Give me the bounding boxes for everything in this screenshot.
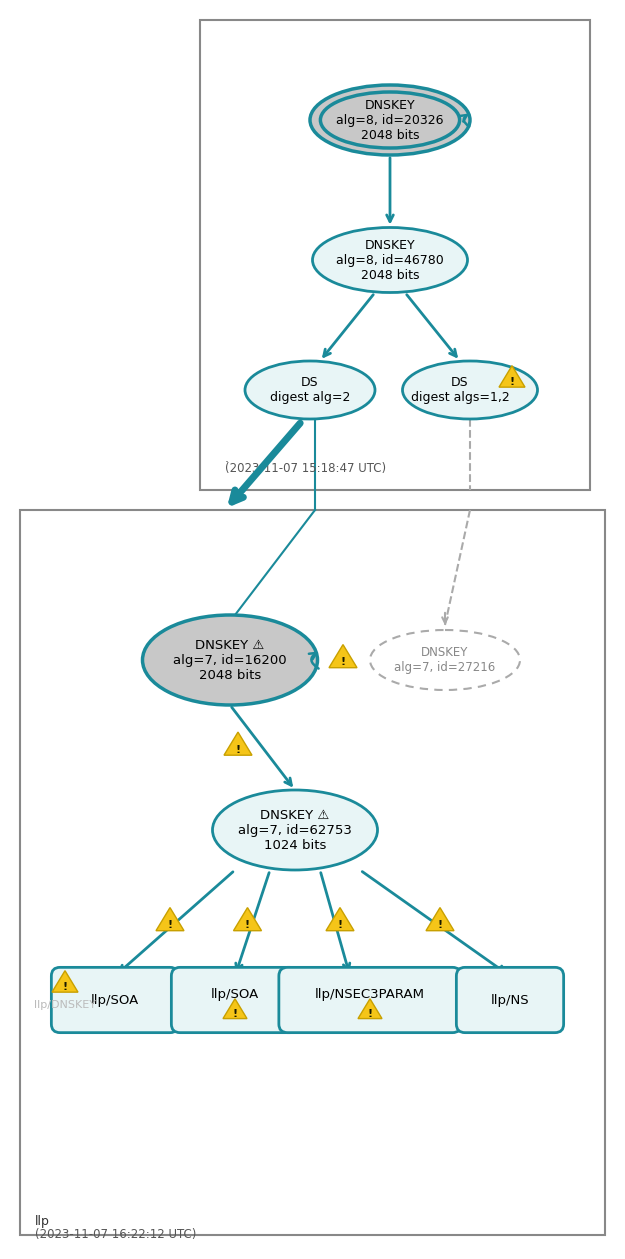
- Ellipse shape: [312, 228, 468, 292]
- Polygon shape: [224, 731, 252, 755]
- Text: llp/DNSKEY: llp/DNSKEY: [34, 1000, 96, 1010]
- Text: DS
digest algs=1,2: DS digest algs=1,2: [411, 376, 509, 404]
- Text: (2023-11-07 16:22:12 UTC): (2023-11-07 16:22:12 UTC): [35, 1228, 196, 1241]
- Text: !: !: [236, 745, 241, 755]
- Text: (2023-11-07 15:18:47 UTC): (2023-11-07 15:18:47 UTC): [225, 462, 386, 475]
- Text: DNSKEY
alg=8, id=20326
2048 bits: DNSKEY alg=8, id=20326 2048 bits: [336, 98, 444, 141]
- Bar: [20, 510, 605, 1235]
- FancyBboxPatch shape: [171, 967, 299, 1032]
- Ellipse shape: [245, 361, 375, 419]
- Polygon shape: [329, 645, 357, 667]
- Ellipse shape: [310, 86, 470, 155]
- Text: !: !: [62, 982, 68, 992]
- Ellipse shape: [213, 789, 378, 870]
- Text: DNSKEY
alg=7, id=27216: DNSKEY alg=7, id=27216: [394, 646, 496, 674]
- Text: !: !: [338, 920, 342, 930]
- FancyBboxPatch shape: [51, 967, 179, 1032]
- Polygon shape: [358, 998, 382, 1019]
- Ellipse shape: [402, 361, 538, 419]
- Text: !: !: [368, 1008, 372, 1019]
- Text: llp/NSEC3PARAM: llp/NSEC3PARAM: [315, 987, 425, 1001]
- Ellipse shape: [142, 614, 318, 705]
- Polygon shape: [156, 908, 184, 930]
- Text: .: .: [225, 452, 229, 465]
- Text: DNSKEY ⚠
alg=7, id=62753
1024 bits: DNSKEY ⚠ alg=7, id=62753 1024 bits: [238, 808, 352, 851]
- Polygon shape: [499, 365, 525, 388]
- Text: DNSKEY
alg=8, id=46780
2048 bits: DNSKEY alg=8, id=46780 2048 bits: [336, 238, 444, 282]
- Text: llp: llp: [35, 1215, 50, 1228]
- Text: DS
digest alg=2: DS digest alg=2: [270, 376, 350, 404]
- FancyBboxPatch shape: [279, 967, 461, 1032]
- Text: !: !: [245, 920, 250, 930]
- Bar: [200, 20, 590, 490]
- Text: llp/NS: llp/NS: [491, 993, 529, 1006]
- Polygon shape: [426, 908, 454, 930]
- Text: !: !: [509, 378, 514, 388]
- Polygon shape: [326, 908, 354, 930]
- Text: llp/SOA: llp/SOA: [211, 987, 259, 1001]
- Text: !: !: [438, 920, 442, 930]
- Polygon shape: [234, 908, 261, 930]
- Polygon shape: [52, 971, 78, 992]
- Text: DNSKEY ⚠
alg=7, id=16200
2048 bits: DNSKEY ⚠ alg=7, id=16200 2048 bits: [173, 638, 287, 681]
- Text: llp/SOA: llp/SOA: [91, 993, 139, 1006]
- Text: !: !: [168, 920, 172, 930]
- Polygon shape: [223, 998, 247, 1019]
- Text: !: !: [232, 1008, 238, 1019]
- Ellipse shape: [370, 630, 520, 690]
- Text: !: !: [341, 657, 346, 667]
- FancyBboxPatch shape: [456, 967, 564, 1032]
